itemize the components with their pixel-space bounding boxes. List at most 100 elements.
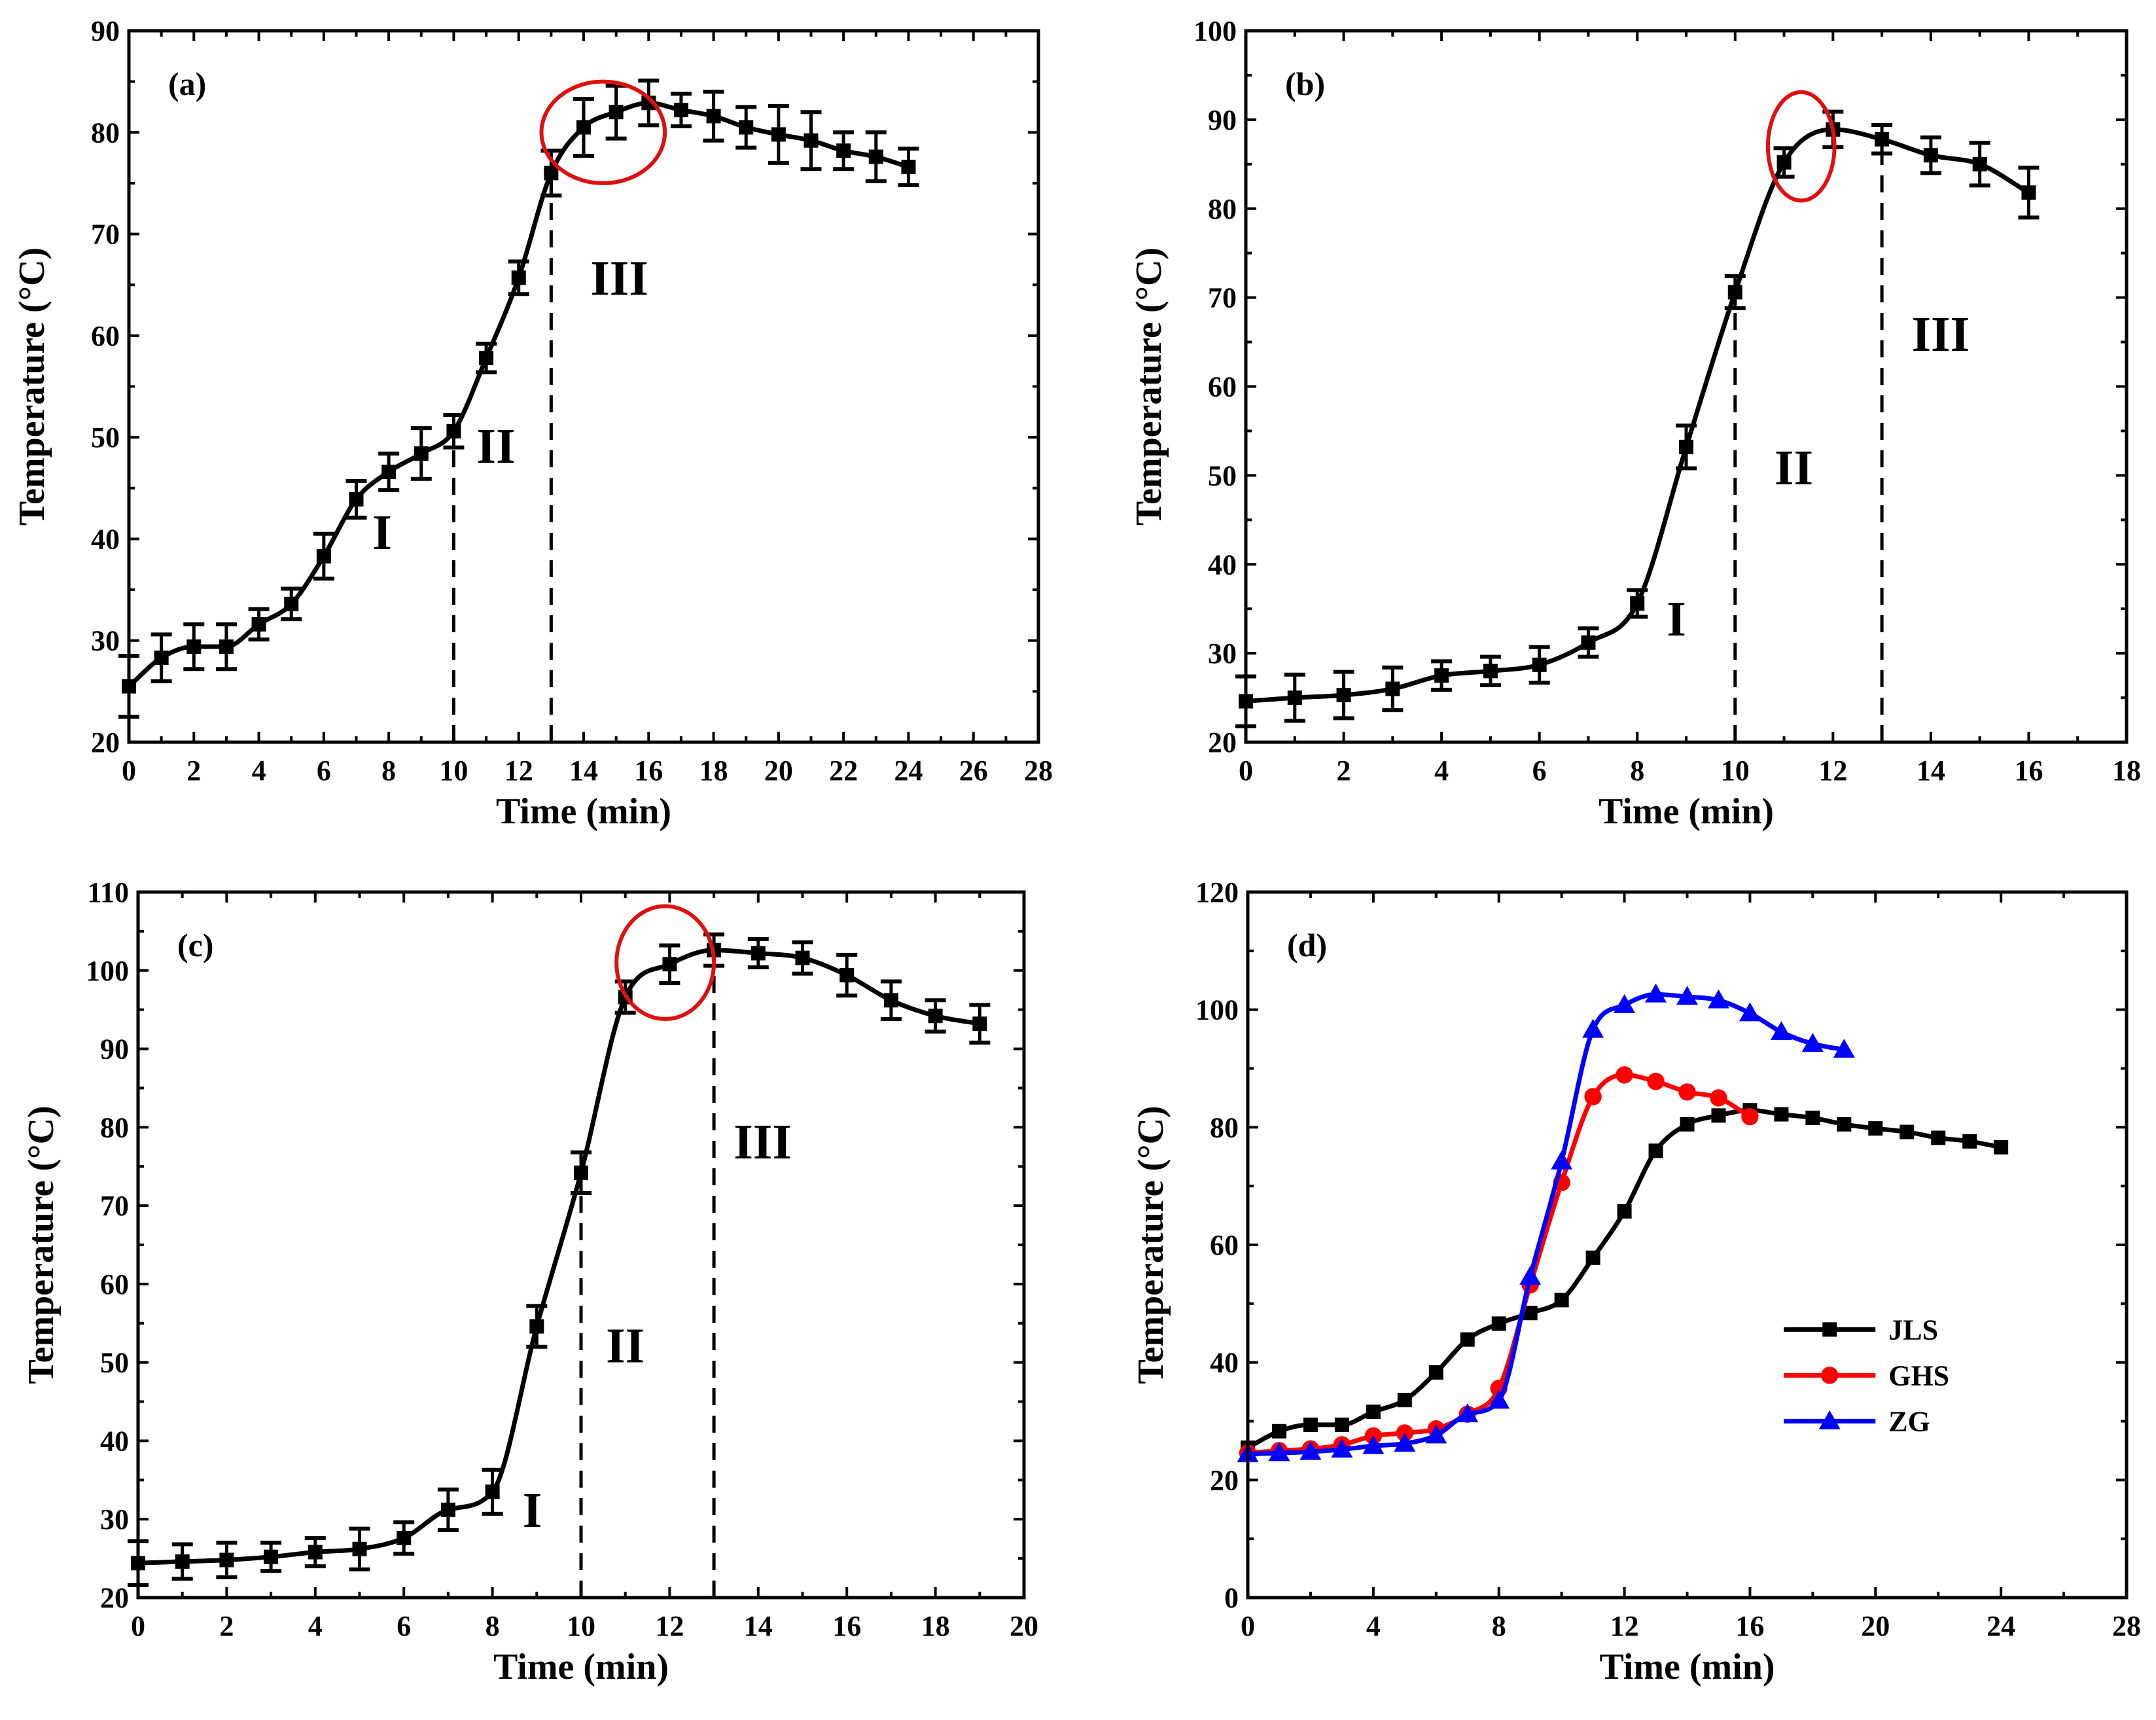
series-line-jls	[127, 100, 910, 689]
data-point-zg	[1676, 986, 1698, 1005]
data-point-zg	[352, 1541, 367, 1556]
data-point-zg	[1457, 1403, 1479, 1423]
panel-label: (b)	[1285, 65, 1325, 102]
plot-frame	[1244, 29, 2129, 744]
data-point-zg	[972, 1016, 987, 1031]
x-axis-label: Time (min)	[493, 1647, 669, 1687]
data-point-jls	[381, 464, 397, 479]
data-point-jls	[771, 127, 786, 142]
y-tick-label: 80	[1210, 1111, 1239, 1143]
x-tick-label: 0	[1241, 1610, 1255, 1642]
plot-frame	[1246, 890, 2129, 1600]
x-tick-label: 10	[439, 755, 468, 787]
x-tick-label: 18	[921, 1610, 950, 1642]
x-tick-label: 14	[569, 755, 598, 787]
y-tick-label: 50	[91, 421, 120, 454]
data-point-zg	[1394, 1433, 1416, 1452]
stage-label: I	[1667, 592, 1686, 647]
series-line-jls	[1246, 1107, 2002, 1450]
y-tick-label: 40	[100, 1425, 129, 1457]
data-point-ghs	[1532, 657, 1547, 672]
y-tick-label: 40	[1210, 1347, 1239, 1379]
stage-label: II	[606, 1319, 645, 1374]
data-point-jls	[154, 651, 169, 666]
data-point-zg	[485, 1484, 500, 1499]
y-tick-label: 90	[1208, 104, 1237, 136]
data-point-zg	[928, 1009, 943, 1024]
y-tick-label: 90	[100, 1033, 129, 1066]
x-axis-label: Time (min)	[1599, 1647, 1775, 1687]
stage-label: III	[733, 1115, 792, 1170]
data-point-jls	[576, 120, 591, 135]
data-point-ghs	[1630, 596, 1645, 611]
x-tick-label: 0	[1239, 755, 1253, 787]
x-tick-label: 2	[219, 1610, 234, 1642]
y-tick-label: 70	[91, 219, 120, 251]
data-point-jls	[1648, 1143, 1663, 1158]
data-point-jls	[804, 133, 819, 148]
data-point-zg	[795, 950, 810, 965]
y-tick-label: 30	[1208, 637, 1237, 670]
data-point-ghs	[1875, 132, 1890, 147]
data-point-zg	[175, 1554, 190, 1569]
stage-label: I	[372, 505, 392, 560]
data-point-jls	[1994, 1139, 2009, 1155]
data-point-zg	[839, 967, 855, 982]
y-tick-label: 110	[87, 876, 129, 908]
data-point-zg	[662, 957, 677, 972]
y-tick-label: 50	[1208, 459, 1237, 492]
data-point-zg	[1801, 1033, 1824, 1052]
data-point-zg	[397, 1530, 412, 1545]
x-tick-label: 14	[1917, 755, 1945, 787]
data-point-ghs	[1678, 1083, 1696, 1101]
data-point-zg	[1707, 989, 1729, 1009]
legend-marker-zg	[1818, 1410, 1841, 1429]
data-point-jls	[479, 351, 494, 366]
data-point-jls	[1366, 1405, 1381, 1420]
y-tick-label: 100	[86, 955, 129, 987]
x-tick-label: 8	[486, 1610, 500, 1642]
data-point-ghs	[1581, 635, 1596, 650]
data-point-jls	[1711, 1108, 1726, 1123]
data-point-ghs	[1923, 148, 1938, 163]
stage-label: II	[476, 419, 515, 474]
x-tick-label: 22	[829, 755, 858, 787]
data-point-jls	[511, 270, 526, 285]
x-tick-label: 10	[567, 1610, 595, 1642]
x-tick-label: 8	[381, 755, 396, 787]
stage-label: I	[523, 1483, 542, 1538]
data-point-jls	[316, 548, 331, 564]
data-point-zg	[440, 1502, 455, 1517]
data-point-zg	[1519, 1266, 1542, 1285]
data-point-jls	[1428, 1365, 1443, 1380]
legend-label-jls: JLS	[1888, 1314, 1938, 1346]
data-point-jls	[284, 596, 299, 611]
data-point-zg	[1770, 1021, 1792, 1041]
data-point-jls	[836, 143, 851, 158]
x-tick-label: 6	[1532, 755, 1547, 787]
y-tick-label: 20	[1208, 726, 1237, 759]
y-tick-label: 60	[1208, 371, 1237, 403]
data-point-jls	[1491, 1316, 1506, 1331]
data-point-zg	[1833, 1039, 1855, 1058]
x-tick-label: 16	[832, 1610, 861, 1642]
x-tick-label: 4	[308, 1610, 323, 1642]
y-axis-label: Temperature (°C)	[1129, 247, 1169, 526]
x-tick-label: 0	[122, 755, 136, 787]
y-axis-label: Temperature (°C)	[12, 247, 52, 526]
stage-label: III	[1911, 307, 1970, 362]
data-point-jls	[1617, 1204, 1632, 1219]
data-point-ghs	[1584, 1088, 1602, 1105]
data-point-jls	[1837, 1117, 1852, 1132]
data-point-zg	[1488, 1389, 1510, 1409]
data-point-zg	[1551, 1150, 1573, 1170]
data-point-jls	[446, 423, 461, 439]
data-point-zg	[1582, 1018, 1604, 1038]
data-point-jls	[901, 160, 916, 175]
x-tick-label: 12	[1818, 755, 1847, 787]
data-point-jls	[1523, 1306, 1538, 1321]
data-point-jls	[219, 639, 234, 654]
legend-label-zg: ZG	[1888, 1405, 1930, 1437]
data-point-zg	[1362, 1435, 1385, 1454]
data-point-ghs	[1385, 681, 1400, 696]
